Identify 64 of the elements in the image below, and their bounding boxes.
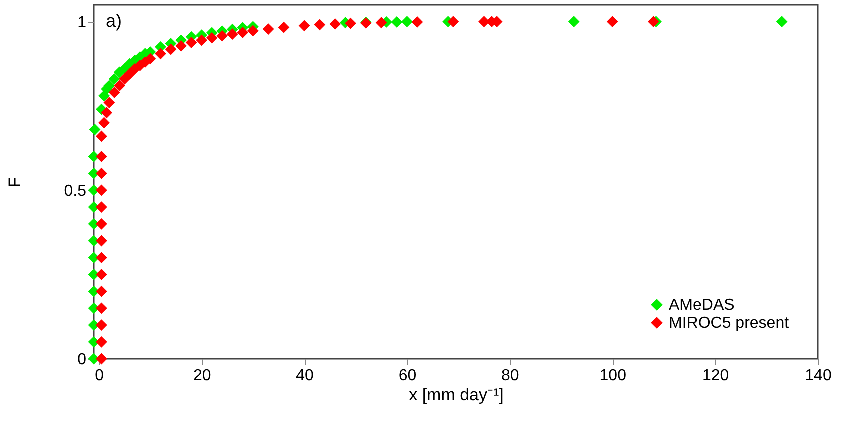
point [155, 48, 166, 60]
x-tick-label: 60 [398, 368, 417, 384]
point [606, 16, 618, 28]
point [96, 269, 108, 280]
point [144, 53, 156, 65]
point [262, 24, 274, 35]
point [96, 235, 108, 247]
x-tick-label: 140 [805, 368, 832, 384]
point [96, 353, 108, 365]
point [101, 107, 113, 119]
point [96, 218, 108, 230]
point [402, 16, 413, 28]
point [330, 18, 342, 30]
x-tick-label: 0 [95, 368, 104, 384]
point [96, 168, 108, 180]
point [376, 17, 388, 29]
point [568, 16, 580, 28]
point [391, 16, 403, 28]
point [226, 28, 238, 40]
point [216, 30, 228, 42]
legend-label: AMeDAS [669, 297, 735, 314]
point [776, 16, 788, 28]
point [176, 40, 187, 52]
point [104, 97, 116, 108]
point [298, 20, 310, 32]
point [119, 73, 131, 85]
point [98, 117, 110, 129]
x-tick-label: 120 [702, 368, 730, 384]
point [108, 73, 120, 85]
point [412, 16, 424, 28]
point [648, 16, 660, 28]
point [206, 32, 218, 44]
point [448, 16, 460, 28]
point [96, 336, 108, 348]
point [196, 34, 208, 46]
y-tick-label: 0 [78, 352, 87, 368]
point [96, 286, 108, 298]
point [96, 202, 108, 213]
point [108, 86, 120, 98]
point [96, 151, 108, 162]
point [247, 25, 259, 37]
point [165, 44, 177, 56]
point [89, 124, 101, 136]
point [96, 252, 108, 264]
y-tick-label: 0.5 [64, 182, 87, 200]
x-tick-label: 100 [600, 368, 627, 384]
point [345, 18, 356, 30]
legend-label: MIROC5 present [669, 315, 790, 332]
y-axis-title: F [5, 177, 24, 188]
point [237, 26, 249, 38]
point [114, 80, 126, 92]
x-axis-title: x [mm day⁻¹] [409, 386, 504, 404]
point [186, 37, 198, 48]
point [278, 22, 290, 34]
point [96, 184, 108, 196]
x-tick-label: 80 [502, 368, 520, 384]
y-tick-label: 1 [78, 14, 87, 32]
point [96, 130, 108, 142]
x-tick-label: 20 [193, 368, 212, 384]
point [96, 320, 108, 331]
annotation: a) [106, 11, 122, 31]
x-tick-label: 40 [296, 368, 314, 384]
point [96, 302, 108, 314]
point [314, 19, 326, 31]
